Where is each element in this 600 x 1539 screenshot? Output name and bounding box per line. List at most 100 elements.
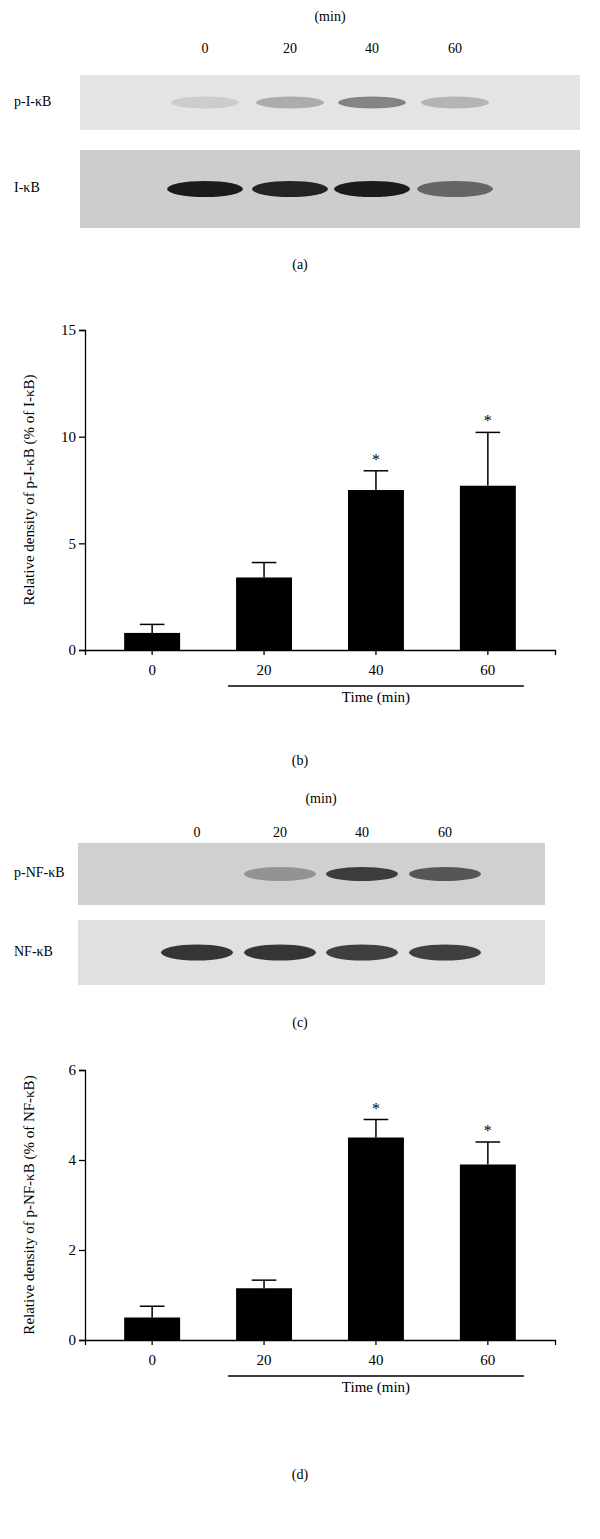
blot-strip <box>78 920 545 985</box>
x-tick: 20 <box>257 1340 272 1368</box>
row-label: p-I-κB <box>14 94 51 109</box>
x-tick-label: 60 <box>480 1352 495 1368</box>
y-tick: 0 <box>69 1332 86 1348</box>
blot-band <box>409 867 481 881</box>
lane-label: 0 <box>202 41 209 56</box>
row-label: p-NF-κB <box>14 865 65 880</box>
y-tick-mark <box>79 330 85 331</box>
x-tick-label: 20 <box>257 662 272 678</box>
error-cap <box>140 1306 165 1308</box>
y-tick-label: 4 <box>69 1152 77 1168</box>
y-tick-label: 6 <box>69 1062 77 1078</box>
y-axis-line <box>79 1071 86 1341</box>
lane-label: 20 <box>273 825 287 840</box>
blot-band <box>171 97 239 109</box>
x-axis-title: Time (min) <box>342 689 410 706</box>
error-bar <box>252 563 277 578</box>
x-tick-label: 40 <box>368 662 383 678</box>
plot-area <box>124 1120 516 1341</box>
blot-band <box>167 181 243 197</box>
error-cap <box>364 470 389 472</box>
lane-label: 40 <box>355 825 369 840</box>
x-tick: 0 <box>148 1340 156 1368</box>
error-cap <box>252 562 277 564</box>
error-stem <box>375 1120 377 1138</box>
y-tick-mark <box>79 1160 85 1161</box>
blot-band <box>256 97 324 109</box>
bar <box>124 1318 180 1341</box>
error-bar <box>476 432 501 485</box>
x-tick-mark <box>375 650 376 655</box>
x-tick-mark <box>151 1340 152 1345</box>
error-stem <box>263 1280 265 1288</box>
y-axis: 051015 <box>61 322 86 658</box>
significance-marker: * <box>372 451 380 468</box>
x-tick-mark <box>263 650 264 655</box>
blot-strip <box>78 843 545 905</box>
blot-band <box>252 181 328 197</box>
y-tick-label: 0 <box>69 642 77 658</box>
x-tick: 20 <box>257 650 272 678</box>
lane-label: 60 <box>448 41 462 56</box>
blot-band <box>338 97 406 109</box>
blot-band <box>161 945 233 961</box>
x-tick-mark <box>375 1340 376 1345</box>
blot-band <box>334 181 410 197</box>
blot-panel: (min)0204060p-NF-κBNF-κB(c) <box>14 791 545 1031</box>
x-axis-title: Time (min) <box>342 1379 410 1396</box>
bar <box>460 1165 516 1341</box>
x-tick-mark <box>487 1340 488 1345</box>
y-tick-label: 5 <box>69 536 77 552</box>
lane-label: 60 <box>438 825 452 840</box>
panel-label: (c) <box>292 1015 308 1031</box>
x-tick: 40 <box>368 1340 383 1368</box>
panel-label: (a) <box>292 257 308 273</box>
error-bar <box>140 1306 165 1317</box>
lane-label: 0 <box>194 825 201 840</box>
significance-marker: * <box>484 412 492 429</box>
x-axis: 0204060 <box>86 650 556 678</box>
blot-panel: (min)0204060p-I-κBI-κB(a) <box>14 9 580 273</box>
figure: (min)0204060p-I-κBI-κB(a)(min)0204060p-N… <box>0 0 600 1539</box>
y-tick-mark <box>79 1070 85 1071</box>
blot-band <box>244 867 316 881</box>
error-bar <box>252 1280 277 1288</box>
y-tick-label: 10 <box>61 429 76 445</box>
error-cap <box>140 624 165 626</box>
time-bracket <box>228 1375 524 1376</box>
y-tick: 10 <box>61 429 85 445</box>
row-label: NF-κB <box>14 944 53 959</box>
x-tick-mark <box>487 650 488 655</box>
error-cap <box>252 1279 277 1281</box>
x-tick-mark <box>151 650 152 655</box>
y-tick-label: 0 <box>69 1332 77 1348</box>
error-cap <box>476 432 501 434</box>
blot-band <box>421 97 489 109</box>
error-stem <box>151 624 153 633</box>
bar <box>348 1138 404 1341</box>
x-tick-label: 0 <box>148 1352 156 1368</box>
x-tick: 60 <box>480 1340 495 1368</box>
y-tick-mark <box>79 650 85 651</box>
blot-band <box>409 945 481 961</box>
error-bar <box>140 624 165 633</box>
blot-band <box>244 945 316 961</box>
significance-marker: * <box>484 1122 492 1139</box>
panel-label: (d) <box>292 1467 309 1483</box>
bar-chart: **0510150204060Time (min)Relative densit… <box>21 322 556 769</box>
bar-chart: **02460204060Time (min)Relative density … <box>21 1062 556 1483</box>
plot-area <box>124 432 516 650</box>
x-tick-label: 20 <box>257 1352 272 1368</box>
x-axis-line <box>86 651 556 656</box>
blot-strip <box>80 75 580 130</box>
time-bracket <box>228 685 524 686</box>
y-axis: 0246 <box>69 1062 86 1348</box>
error-bar <box>364 1120 389 1138</box>
row-label: I-κB <box>14 180 40 195</box>
y-tick-mark <box>79 437 85 438</box>
y-axis-title: Relative density of p-NF-κB (% of NF-κB) <box>21 1075 38 1334</box>
lane-label: 20 <box>283 41 297 56</box>
x-tick: 0 <box>148 650 156 678</box>
bar <box>236 1288 292 1340</box>
error-bar <box>476 1142 501 1165</box>
